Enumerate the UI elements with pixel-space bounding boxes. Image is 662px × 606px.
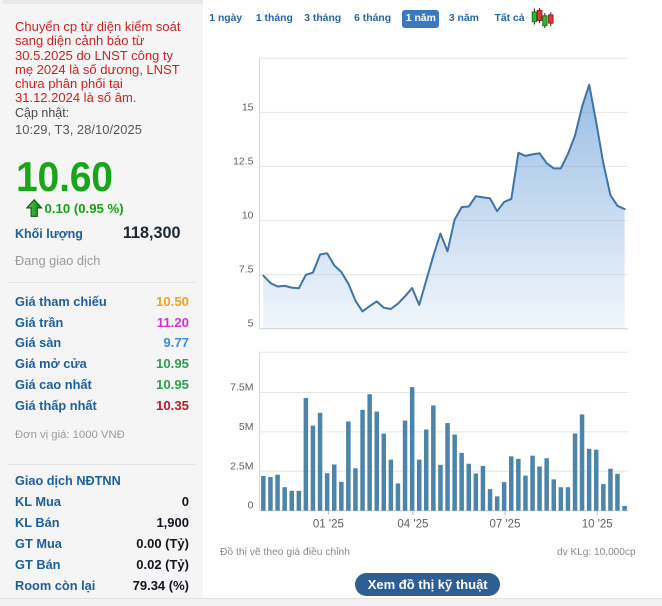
- svg-text:2.5M: 2.5M: [230, 460, 253, 472]
- svg-text:04 '25: 04 '25: [397, 519, 428, 531]
- svg-text:7.5: 7.5: [239, 264, 254, 276]
- svg-text:01 '25: 01 '25: [313, 519, 344, 531]
- svg-text:5M: 5M: [239, 421, 254, 433]
- svg-text:15: 15: [242, 101, 254, 113]
- svg-text:7.5M: 7.5M: [230, 382, 253, 394]
- svg-text:0: 0: [248, 500, 254, 512]
- svg-text:07 '25: 07 '25: [490, 519, 521, 531]
- svg-text:10: 10: [242, 210, 254, 222]
- svg-text:10 '25: 10 '25: [582, 519, 613, 531]
- svg-text:5: 5: [248, 318, 254, 330]
- svg-text:12.5: 12.5: [233, 156, 254, 168]
